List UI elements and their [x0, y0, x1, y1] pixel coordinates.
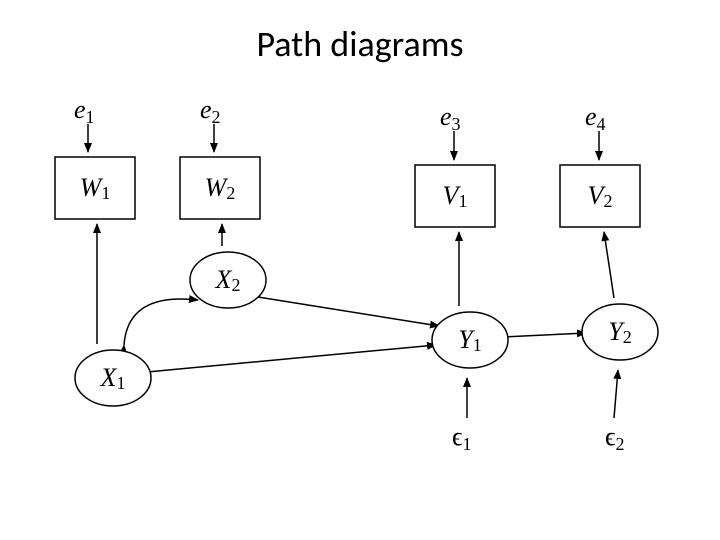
error-label-e2: e2 [200, 95, 221, 127]
path-diagram-svg: W1W2V1V2X1X2Y1Y2 e1e2e3e4ϵ1ϵ2 [0, 0, 720, 540]
edge-8 [147, 345, 436, 372]
covariance-edge-x1-x2 [124, 299, 198, 345]
edge-12 [614, 370, 618, 418]
error-label-e4: e4 [585, 102, 606, 134]
edge-10 [504, 333, 586, 337]
edge-7 [604, 232, 614, 298]
error-label-e1: e1 [74, 95, 95, 127]
error-label-e3: e3 [440, 102, 461, 134]
error-label-eps2: ϵ2 [605, 422, 625, 454]
edge-9 [258, 297, 439, 326]
error-label-eps1: ϵ1 [452, 422, 472, 454]
